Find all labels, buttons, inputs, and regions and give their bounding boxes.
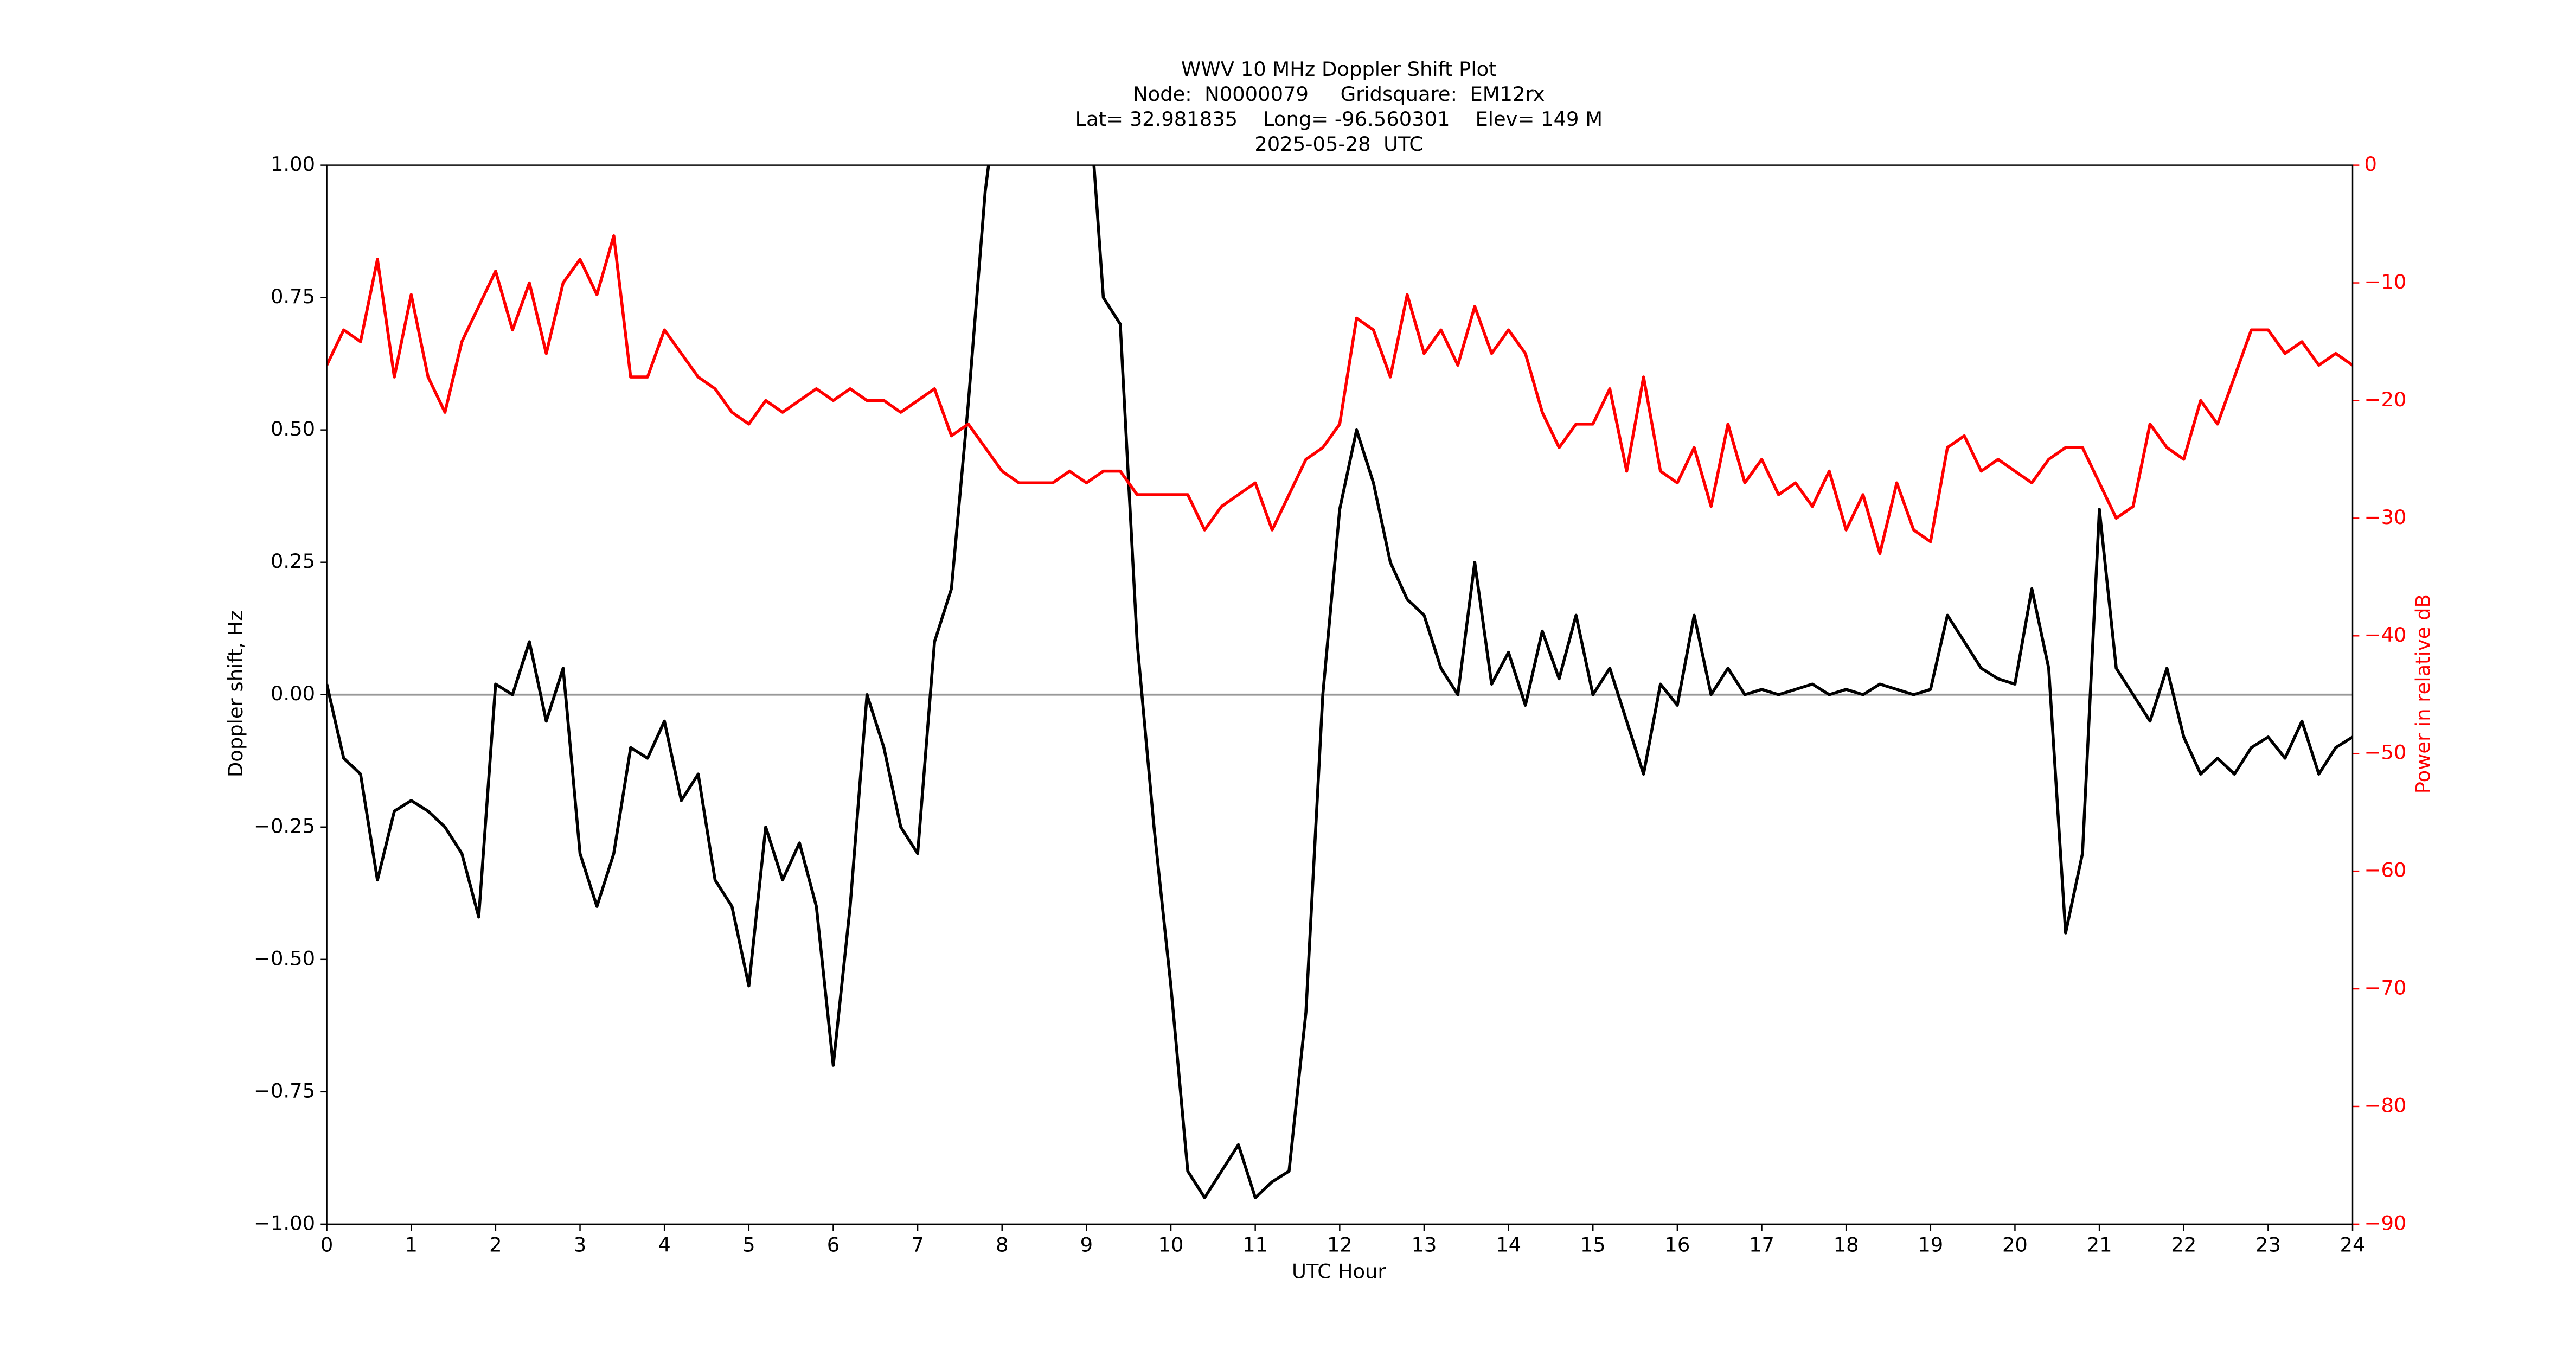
x-tick-label: 4 [658, 1233, 670, 1256]
x-tick-label: 2 [489, 1233, 502, 1256]
x-tick-label: 5 [742, 1233, 755, 1256]
x-tick-label: 7 [911, 1233, 924, 1256]
title-line: 2025-05-28 UTC [1254, 132, 1423, 156]
x-tick-label: 14 [1496, 1233, 1521, 1256]
x-tick-label: 21 [2087, 1233, 2112, 1256]
x-tick-label: 8 [996, 1233, 1008, 1256]
y2-tick-label: −10 [2364, 270, 2407, 293]
x-tick-label: 20 [2002, 1233, 2028, 1256]
y2-tick-label: −40 [2364, 623, 2407, 647]
x-tick-label: 10 [1158, 1233, 1184, 1256]
x-tick-label: 24 [2340, 1233, 2366, 1256]
y-tick-label: −0.75 [254, 1079, 315, 1102]
x-tick-label: 1 [405, 1233, 417, 1256]
y2-tick-label: −30 [2364, 506, 2407, 529]
y2-tick-label: −50 [2364, 741, 2407, 764]
y-tick-label: 0.00 [271, 682, 315, 705]
x-tick-label: 0 [321, 1233, 333, 1256]
y2-tick-label: −90 [2364, 1211, 2407, 1235]
x-tick-label: 11 [1242, 1233, 1268, 1256]
y-tick-label: 1.00 [271, 152, 315, 176]
x-tick-label: 15 [1580, 1233, 1606, 1256]
x-tick-label: 13 [1411, 1233, 1437, 1256]
y2-axis-label: Power in relative dB [2412, 594, 2435, 794]
title-line: Node: N0000079 Gridsquare: EM12rx [1133, 82, 1545, 106]
x-tick-label: 17 [1749, 1233, 1774, 1256]
y-tick-label: −1.00 [254, 1211, 315, 1235]
y2-tick-label: −70 [2364, 976, 2407, 1000]
title-line: WWV 10 MHz Doppler Shift Plot [1181, 57, 1497, 81]
x-tick-label: 16 [1664, 1233, 1690, 1256]
y-tick-label: 0.50 [271, 417, 315, 440]
x-tick-label: 12 [1327, 1233, 1353, 1256]
y2-tick-label: −80 [2364, 1093, 2407, 1117]
y-tick-label: 0.75 [271, 285, 315, 308]
x-axis-label: UTC Hour [1292, 1260, 1386, 1283]
y-tick-label: −0.25 [254, 814, 315, 837]
title-line: Lat= 32.981835 Long= -96.560301 Elev= 14… [1075, 107, 1603, 131]
y-tick-label: −0.50 [254, 946, 315, 970]
x-tick-label: 22 [2171, 1233, 2196, 1256]
plot-frame [326, 164, 2354, 1225]
y2-tick-label: 0 [2364, 152, 2377, 176]
y2-tick-label: −60 [2364, 859, 2407, 882]
x-tick-label: 9 [1080, 1233, 1093, 1256]
y-tick-label: 0.25 [271, 549, 315, 573]
y2-tick-label: −20 [2364, 388, 2407, 411]
x-tick-label: 18 [1834, 1233, 1859, 1256]
data-line [326, 165, 2353, 1199]
y-axis-label: Doppler shift, Hz [224, 610, 247, 777]
x-tick-label: 3 [574, 1233, 586, 1256]
data-line [326, 234, 2353, 555]
x-tick-label: 6 [827, 1233, 840, 1256]
x-tick-label: 23 [2255, 1233, 2281, 1256]
x-tick-label: 19 [1918, 1233, 1943, 1256]
